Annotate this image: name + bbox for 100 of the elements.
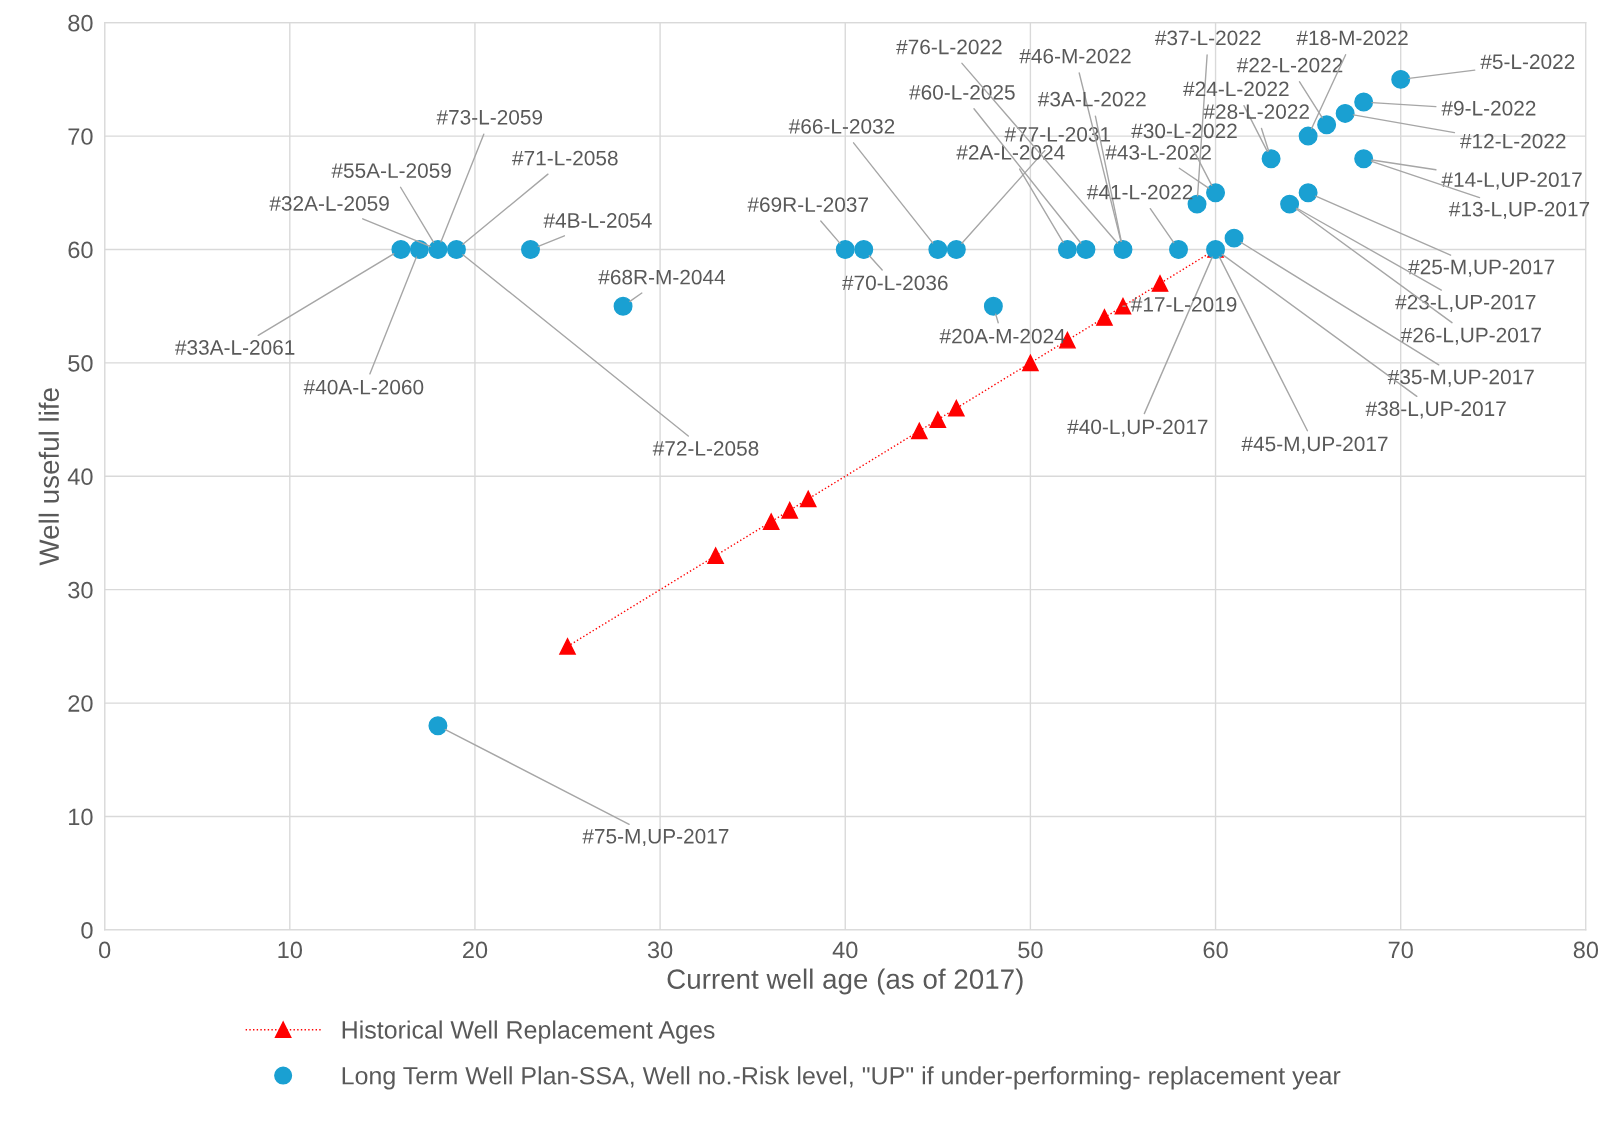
point xyxy=(707,547,724,564)
annotation: #30-L-2022 xyxy=(1131,123,1237,139)
annotation: #4B-L-2054 xyxy=(543,213,652,228)
point xyxy=(1022,354,1039,372)
annotation: #9-L-2022 xyxy=(1441,100,1536,116)
x-tick-label: 40 xyxy=(832,941,858,959)
y-tick-label: 50 xyxy=(68,354,93,372)
y-tick-label: 20 xyxy=(68,695,93,712)
annotation: #38-L,UP-2017 xyxy=(1365,401,1506,419)
point xyxy=(1317,115,1337,135)
x-tick-label: 10 xyxy=(278,941,303,959)
point xyxy=(762,513,780,530)
point xyxy=(428,240,448,259)
annotation: #41-L-2022 xyxy=(1086,184,1193,200)
point xyxy=(428,716,448,736)
point xyxy=(1057,240,1077,259)
legend-label: Historical Well Replacement Ages xyxy=(342,1020,715,1044)
annotation: #37-L-2022 xyxy=(1154,30,1261,46)
annotation: #24-L-2022 xyxy=(1183,81,1289,97)
point xyxy=(983,296,1003,316)
annotation: #25-M,UP-2017 xyxy=(1408,259,1555,277)
annotation: #73-L-2059 xyxy=(436,109,543,125)
annotation: #26-L,UP-2017 xyxy=(1400,327,1541,345)
point xyxy=(835,240,855,259)
annotation: #55A-L-2059 xyxy=(331,163,451,178)
annotation: #66-L-2032 xyxy=(788,118,895,134)
point xyxy=(613,296,633,316)
point xyxy=(1169,240,1188,259)
point xyxy=(391,240,411,259)
point xyxy=(1298,126,1318,146)
point xyxy=(910,422,928,440)
y-tick-label: 0 xyxy=(81,921,93,939)
annotation: #23-L,UP-2017 xyxy=(1395,294,1536,312)
x-tick-label: 0 xyxy=(99,941,111,959)
point xyxy=(1114,297,1132,315)
point xyxy=(1113,240,1133,259)
x-tick-label: 30 xyxy=(647,941,673,959)
point xyxy=(1096,309,1113,326)
point xyxy=(1280,194,1300,214)
annotation: #60-L-2025 xyxy=(909,84,1015,100)
point xyxy=(781,501,799,519)
point xyxy=(1391,69,1411,89)
point xyxy=(799,490,817,508)
annotation: #46-M-2022 xyxy=(1019,48,1131,64)
annotation: #70-L-2036 xyxy=(842,275,948,291)
point xyxy=(1224,228,1244,248)
point xyxy=(854,240,874,259)
point xyxy=(1151,275,1169,292)
point xyxy=(946,240,966,259)
x-tick-label: 20 xyxy=(463,941,488,959)
y-tick-label: 40 xyxy=(67,468,93,486)
point xyxy=(928,240,948,259)
point xyxy=(559,638,576,655)
annotation: #3A-L-2022 xyxy=(1037,91,1146,107)
annotation: #35-M,UP-2017 xyxy=(1387,369,1534,387)
y-tick-label: 60 xyxy=(68,241,93,259)
point xyxy=(1206,183,1226,203)
point xyxy=(521,240,540,259)
y-tick-label: 80 xyxy=(68,14,93,32)
x-axis-title: Current well age (as of 2017) xyxy=(667,968,1023,995)
x-tick-label: 70 xyxy=(1388,941,1413,959)
legend-label: Long Term Well Plan-SSA, Well no.-Risk level, "UP" if under-performing- replacement year xyxy=(342,1066,1341,1090)
annotation: #18-M-2022 xyxy=(1296,30,1408,46)
annotation: #28-L-2022 xyxy=(1203,104,1309,119)
annotation: #75-M,UP-2017 xyxy=(582,828,729,847)
point xyxy=(1335,103,1355,123)
annotation: #32A-L-2059 xyxy=(269,196,389,211)
y-axis-title: Well useful life xyxy=(38,388,60,566)
annotation: #69R-L-2037 xyxy=(747,197,868,212)
x-tick-label: 50 xyxy=(1018,941,1043,959)
y-tick-label: 30 xyxy=(68,581,93,599)
point xyxy=(446,240,466,259)
annotation: #72-L-2058 xyxy=(652,441,759,456)
annotation: #2A-L-2024 xyxy=(956,145,1065,160)
annotation: #40-L,UP-2017 xyxy=(1067,419,1208,437)
point xyxy=(1298,183,1318,203)
annotation: #68R-M-2044 xyxy=(598,269,726,285)
annotation: #17-L-2019 xyxy=(1130,297,1237,312)
x-tick-label: 60 xyxy=(1203,941,1228,959)
annotation: #20A-M-2024 xyxy=(939,328,1066,344)
annotation: #5-L-2022 xyxy=(1480,54,1575,70)
point xyxy=(409,240,429,259)
annotation: #33A-L-2061 xyxy=(174,340,295,355)
annotation: #12-L-2022 xyxy=(1460,133,1566,149)
annotation: #45-M,UP-2017 xyxy=(1241,436,1388,454)
y-tick-label: 70 xyxy=(68,128,93,145)
annotation: #22-L-2022 xyxy=(1236,57,1343,73)
point xyxy=(948,399,965,417)
annotation: #71-L-2058 xyxy=(512,150,618,166)
x-tick-label: 80 xyxy=(1573,941,1599,959)
annotation: #40A-L-2060 xyxy=(303,379,424,395)
annotation: #14-L,UP-2017 xyxy=(1441,172,1582,190)
annotation: #43-L-2022 xyxy=(1105,145,1211,160)
point xyxy=(929,411,947,428)
annotation: #77-L-2031 xyxy=(1004,126,1111,142)
annotation: #76-L-2022 xyxy=(896,39,1002,55)
point xyxy=(1261,149,1281,169)
annotation: #13-L,UP-2017 xyxy=(1448,201,1590,219)
point xyxy=(1354,92,1374,112)
point xyxy=(1076,240,1096,259)
